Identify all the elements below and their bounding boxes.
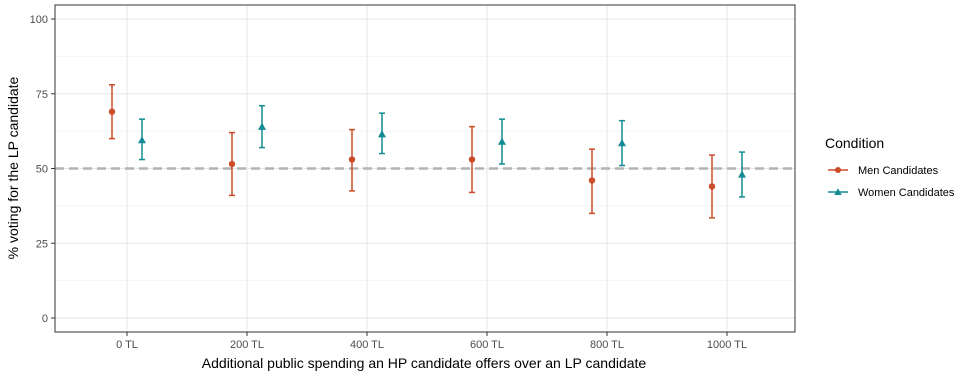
y-axis: 0 25 50 75 100 — [30, 14, 55, 325]
legend-key-marker — [834, 188, 842, 196]
y-tick-label: 75 — [36, 89, 48, 101]
data-point — [588, 177, 596, 184]
data-point — [498, 137, 506, 145]
x-tick-label: 400 TL — [350, 339, 384, 351]
x-tick-label: 800 TL — [590, 339, 624, 351]
data-point — [228, 160, 236, 168]
y-tick-label: 100 — [30, 14, 48, 26]
y-axis-title: % voting for the LP candidate — [5, 76, 21, 259]
legend: Condition Men Candidates Women Candidates — [825, 135, 955, 199]
series-men-candidates — [108, 84, 716, 219]
legend-entry: Men Candidates — [828, 165, 939, 177]
y-tick-label: 0 — [42, 313, 48, 325]
data-point — [108, 108, 116, 115]
data-point — [258, 122, 266, 130]
legend-entry: Women Candidates — [828, 187, 955, 199]
x-axis: 0 TL 200 TL 400 TL 600 TL 800 TL 1000 TL — [116, 332, 747, 351]
x-tick-label: 1000 TL — [707, 339, 747, 351]
data-point — [618, 139, 626, 147]
data-point — [468, 156, 476, 163]
x-tick-label: 600 TL — [470, 339, 504, 351]
data-point — [138, 136, 146, 144]
data-point — [708, 183, 716, 190]
x-tick-label: 200 TL — [230, 339, 264, 351]
y-tick-label: 25 — [36, 238, 48, 250]
x-tick-label: 0 TL — [116, 339, 138, 351]
data-point — [348, 156, 356, 163]
legend-label: Men Candidates — [858, 165, 939, 177]
legend-label: Women Candidates — [858, 187, 955, 199]
legend-key-marker — [835, 167, 841, 173]
data-point — [738, 170, 746, 178]
legend-title: Condition — [825, 135, 884, 151]
data-point — [378, 130, 386, 138]
x-axis-title: Additional public spending an HP candida… — [202, 355, 647, 371]
series-women-candidates — [138, 104, 746, 198]
y-tick-label: 50 — [36, 164, 48, 176]
data-marks — [108, 84, 746, 219]
